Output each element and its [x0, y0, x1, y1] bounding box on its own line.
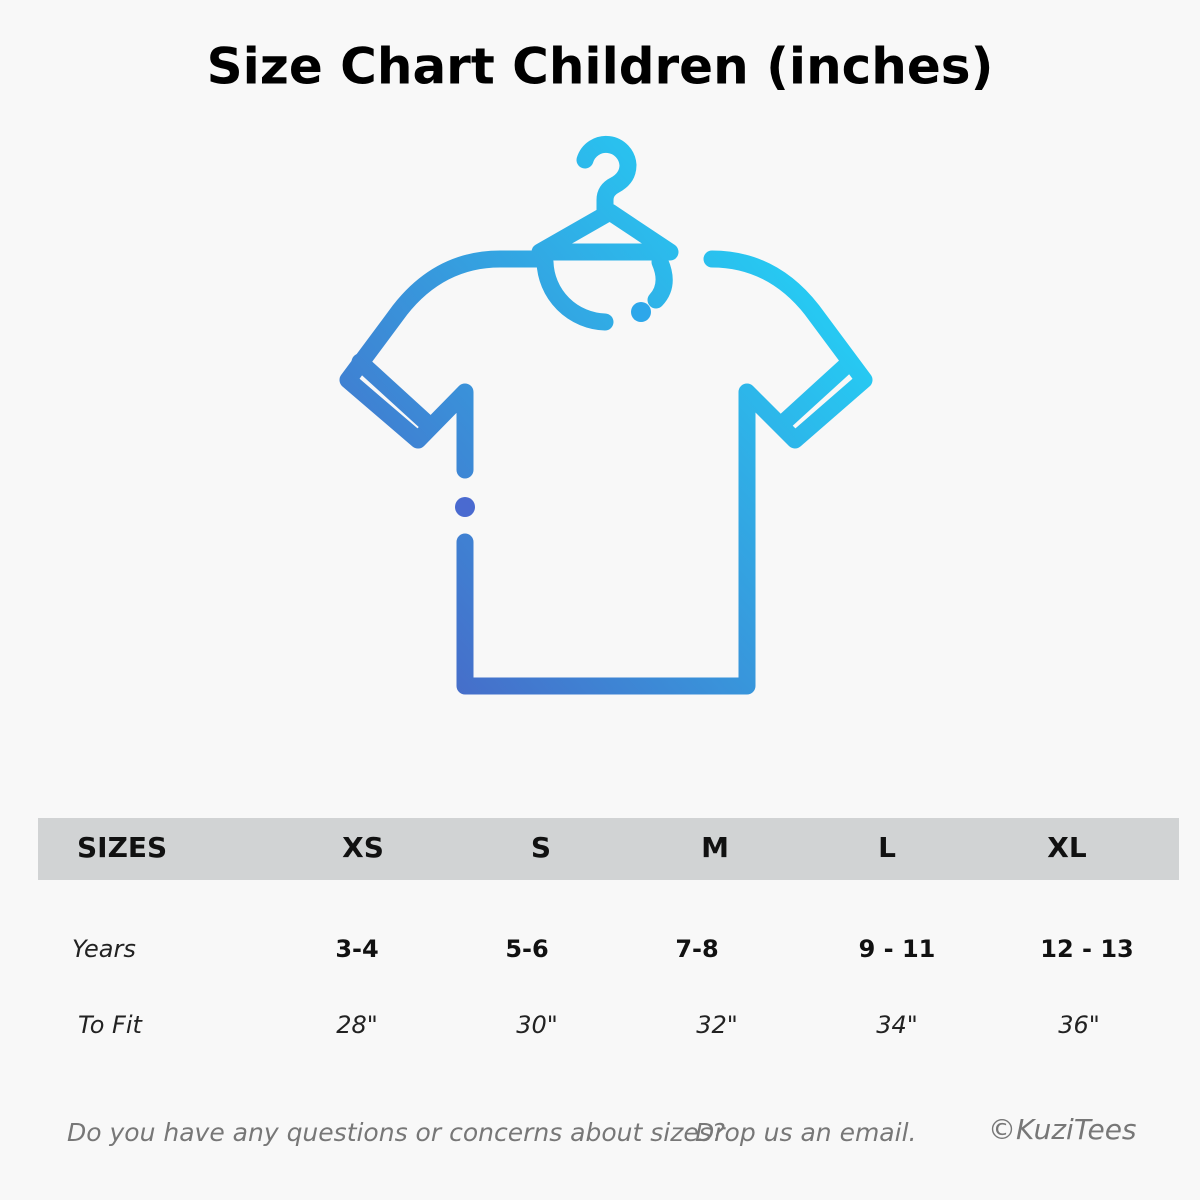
row-label: To Fit: [78, 1011, 143, 1039]
brand: ©KuziTees: [988, 1113, 1137, 1146]
size-header: L: [878, 831, 896, 864]
cell: 3-4: [335, 935, 378, 963]
size-header: XS: [342, 831, 384, 864]
title: Size Chart Children (inches): [207, 38, 994, 96]
header-band: [38, 818, 1179, 880]
cell: 30": [516, 1011, 558, 1039]
cell: 28": [336, 1011, 378, 1039]
size-header: M: [701, 831, 729, 864]
sizes-label: SIZES: [77, 831, 167, 864]
cell: 12 - 13: [1040, 935, 1133, 963]
cell: 9 - 11: [859, 935, 936, 963]
row-label: Years: [72, 935, 136, 963]
size-header: XL: [1047, 831, 1087, 864]
size-table: SIZES XS S M L XL Years 3-4 5-6 7-8 9 - 11 12 - 13 T…: [72, 831, 1134, 1039]
cell: 36": [1058, 1011, 1100, 1039]
footer-question: Do you have any questions or concerns ab…: [67, 1118, 725, 1147]
cell: 34": [876, 1011, 918, 1039]
cell: 7-8: [675, 935, 718, 963]
cell: 5-6: [505, 935, 548, 963]
footer-email: Drop us an email.: [695, 1118, 916, 1147]
shirt-icon: [339, 135, 873, 695]
cell: 32": [696, 1011, 738, 1039]
size-header: S: [531, 831, 551, 864]
dot: [455, 497, 475, 517]
dot: [631, 302, 651, 322]
